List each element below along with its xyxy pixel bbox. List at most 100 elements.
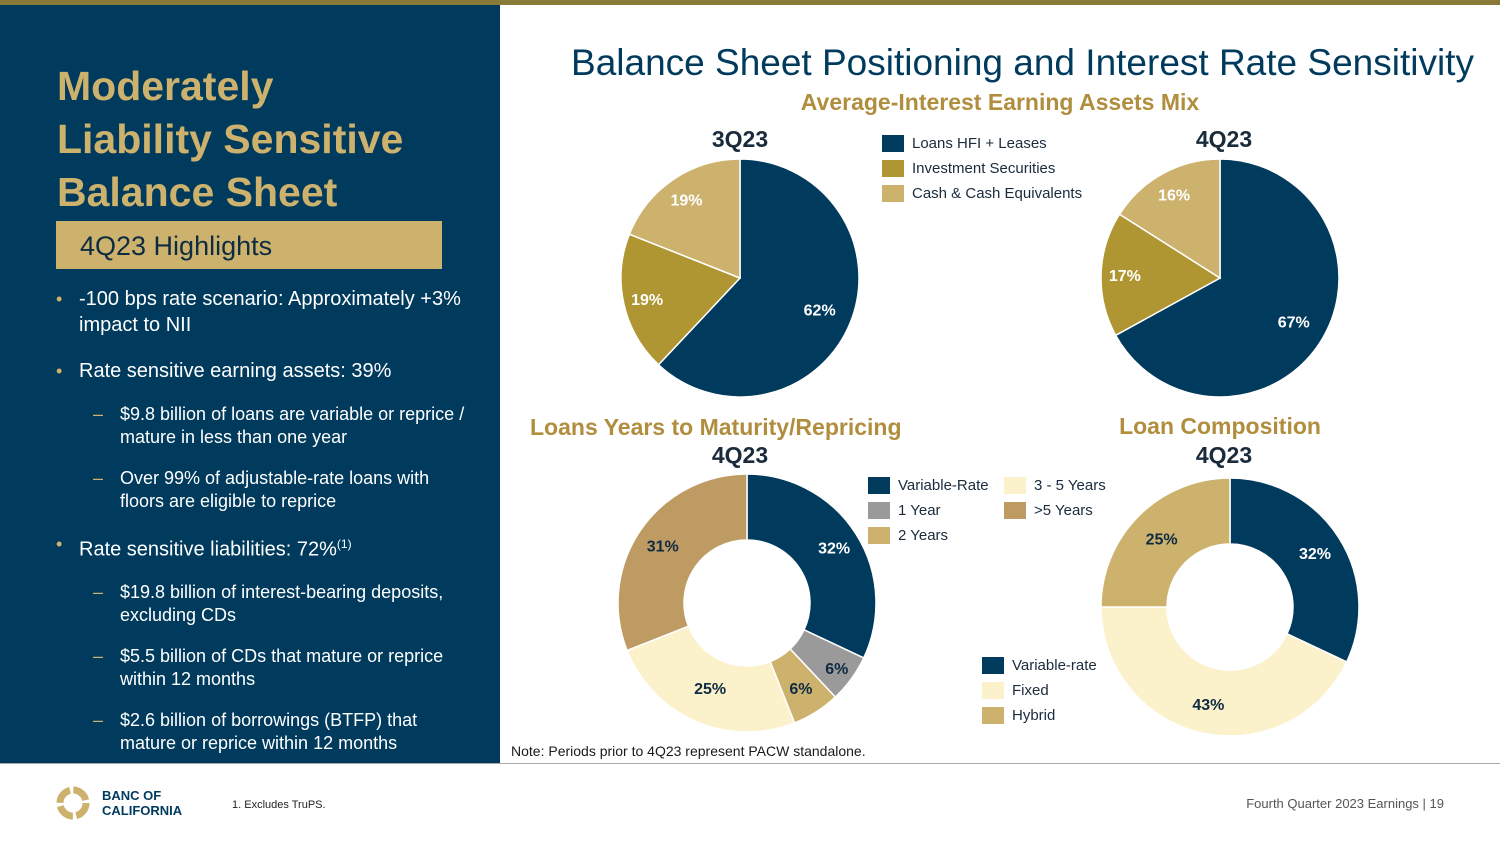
legend-item: Cash & Cash Equivalents (882, 181, 1082, 206)
legend-item: Loans HFI + Leases (882, 131, 1082, 156)
maturity-chart-title: Loans Years to Maturity/Repricing (530, 414, 902, 440)
page-title: Balance Sheet Positioning and Interest R… (571, 42, 1474, 83)
bullet-rate-liabilities: Rate sensitive liabilities: 72%(1) (56, 531, 476, 563)
panel-title-line: Balance Sheet (57, 169, 338, 215)
legend-swatch (982, 682, 1004, 699)
legend-item: Investment Securities (882, 156, 1082, 181)
footer-page-info: Fourth Quarter 2023 Earnings | 19 (1246, 796, 1444, 811)
data-label: 6% (789, 681, 812, 698)
assets-mix-legend: Loans HFI + Leases Investment Securities… (882, 131, 1082, 206)
period-label-composition: 4Q23 (1195, 442, 1253, 468)
panel-title-line: Liability Sensitive (57, 116, 404, 162)
maturity-legend-col1: Variable-Rate 1 Year 2 Years (868, 473, 989, 548)
highlights-panel (0, 5, 500, 763)
legend-label: Loans HFI + Leases (912, 135, 1047, 152)
legend-item: Hybrid (982, 703, 1097, 728)
legend-swatch (882, 160, 904, 177)
legend-swatch (868, 477, 890, 494)
legend-item: Variable-Rate (868, 473, 989, 498)
data-label: 6% (825, 661, 848, 678)
legend-swatch (1004, 502, 1026, 519)
legend-swatch (868, 527, 890, 544)
legend-label: Fixed (1012, 682, 1049, 699)
pie-chart-4q23: 67% 17% 16% (1100, 158, 1340, 398)
legend-label: 2 Years (898, 527, 949, 544)
footnote: 1. Excludes TruPS. (232, 799, 326, 811)
slice-fixed (1100, 606, 1348, 737)
panel-title: Moderately Liability Sensitive Balance S… (57, 60, 477, 219)
sub-bullet-variable-loans: $9.8 billion of loans are variable or re… (56, 403, 476, 449)
legend-item: >5 Years (1004, 498, 1106, 523)
assets-mix-title: Average-Interest Earning Assets Mix (800, 89, 1200, 115)
legend-label: Cash & Cash Equivalents (912, 185, 1083, 202)
data-label: 67% (1278, 315, 1310, 332)
legend-item: 1 Year (868, 498, 989, 523)
data-label: 25% (694, 681, 726, 698)
legend-label: >5 Years (1034, 502, 1093, 519)
data-label: 17% (1109, 268, 1141, 285)
slice-investment-securities (1100, 213, 1222, 337)
sub-bullet-borrowings: $2.6 billion of borrowings (BTFP) that m… (56, 709, 476, 755)
panel-title-line: Moderately (57, 63, 274, 109)
data-label: 43% (1192, 697, 1224, 714)
donut-chart-composition: 32% 43% 25% (1100, 477, 1360, 737)
legend-swatch (882, 135, 904, 152)
slice-variable-rate (746, 473, 877, 659)
slice-cash-cash-equivalents (628, 158, 741, 280)
pie-chart-3q23: 62% 19% 19% (620, 158, 860, 398)
legend-label: Variable-rate (1012, 657, 1097, 674)
period-label-maturity: 4Q23 (711, 442, 769, 468)
legend-swatch (982, 657, 1004, 674)
sub-bullet-deposits: $19.8 billion of interest-bearing deposi… (56, 581, 476, 627)
composition-legend: Variable-rate Fixed Hybrid (982, 653, 1097, 728)
logo-line: BANC OF (102, 788, 162, 803)
legend-label: Hybrid (1012, 707, 1056, 724)
data-label: 62% (804, 303, 836, 320)
legend-item: 2 Years (868, 523, 989, 548)
legend-item: Fixed (982, 678, 1097, 703)
legend-swatch (982, 707, 1004, 724)
logo-wordmark: BANC OF CALIFORNIA (102, 788, 222, 818)
legend-item: Variable-rate (982, 653, 1097, 678)
data-label: 32% (1299, 546, 1331, 563)
period-label-4q23: 4Q23 (1195, 126, 1253, 152)
sub-bullet-adjustable-loans: Over 99% of adjustable-rate loans with f… (56, 467, 476, 513)
logo-line: CALIFORNIA (102, 803, 183, 818)
composition-chart-title: Loan Composition (1119, 413, 1321, 439)
slice-hybrid (1100, 477, 1231, 608)
bullet-earning-assets: Rate sensitive earning assets: 39% (56, 358, 476, 384)
slice-variable-rate (1229, 477, 1360, 663)
legend-swatch (1004, 477, 1026, 494)
legend-swatch (868, 502, 890, 519)
legend-swatch (882, 185, 904, 202)
legend-label: Variable-Rate (898, 477, 989, 494)
data-label: 32% (818, 541, 850, 558)
footer-divider (0, 763, 1500, 764)
slice-cash-cash-equivalents (1118, 158, 1221, 280)
data-label: 19% (631, 292, 663, 309)
sub-bullet-cds: $5.5 billion of CDs that mature or repri… (56, 645, 476, 691)
periods-note: Note: Periods prior to 4Q23 represent PA… (511, 743, 866, 759)
bullet-rate-scenario: -100 bps rate scenario: Approximately +3… (56, 286, 476, 338)
slice-3-5-years (626, 625, 796, 733)
slice-loans-hfi-leases (1114, 158, 1340, 398)
donut-chart-maturity: 32% 6% 6% 25% 31% (617, 473, 877, 733)
legend-label: 3 - 5 Years (1034, 477, 1106, 494)
highlights-banner: 4Q23 Highlights (56, 221, 442, 269)
top-accent-bar (0, 0, 1500, 5)
highlights-list: -100 bps rate scenario: Approximately +3… (56, 286, 476, 755)
highlights-label: 4Q23 Highlights (80, 231, 273, 261)
data-label: 19% (670, 192, 702, 209)
data-label: 31% (647, 539, 679, 556)
data-label: 16% (1158, 188, 1190, 205)
slice-loans-hfi-leases (657, 158, 860, 398)
bullet-rate-liabilities-text: Rate sensitive liabilities: 72% (79, 538, 337, 561)
footnote-ref: (1) (336, 537, 352, 551)
legend-item: 3 - 5 Years (1004, 473, 1106, 498)
legend-label: Investment Securities (912, 160, 1056, 177)
maturity-legend-col2: 3 - 5 Years >5 Years (1004, 473, 1106, 523)
data-label: 25% (1146, 532, 1178, 549)
legend-label: 1 Year (898, 502, 941, 519)
slice-5-years (617, 473, 748, 652)
period-label-3q23: 3Q23 (711, 126, 769, 152)
